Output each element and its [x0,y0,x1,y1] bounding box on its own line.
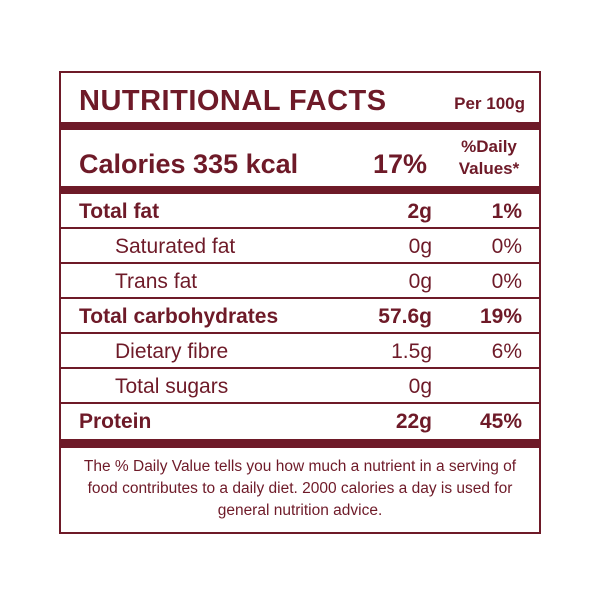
nutrient-dv: 45% [479,410,522,433]
nutrient-row: Trans fat 0g 0% [61,264,539,299]
nutrient-row: Total sugars 0g [61,369,539,404]
nutrient-rows: Total fat 2g 1% Saturated fat 0g 0% Trans fat 0… [61,194,539,437]
nutrient-amount: 1.5g [391,340,432,363]
divider [61,439,539,448]
nutrient-name: Trans fat [115,270,198,293]
nutrition-label: NUTRITIONAL FACTS Per 100g Calories 335 … [59,71,541,534]
nutrient-amount: 0g [408,270,432,293]
dv-header: %Daily Values* [458,137,520,178]
footnote: The % Daily Value tells you how much a n… [83,458,517,519]
nutrient-name: Dietary fibre [115,340,229,363]
title: NUTRITIONAL FACTS [79,85,387,117]
nutrient-name: Total sugars [115,375,229,398]
nutrient-row: Dietary fibre 1.5g 6% [61,334,539,369]
nutrient-amount: 0g [408,235,432,258]
nutrient-name: Saturated fat [115,235,236,258]
nutrient-row: Protein 22g 45% [61,404,539,437]
nutrient-amount: 2g [407,200,432,223]
nutrient-name: Protein [79,410,152,433]
calories: Calories 335 kcal [79,149,299,179]
divider [61,122,539,130]
calories-dv: 17% [372,149,427,179]
nutrient-row: Total carbohydrates 57.6g 19% [61,299,539,334]
nutrient-row: Saturated fat 0g 0% [61,229,539,264]
nutrient-row: Total fat 2g 1% [61,194,539,229]
nutrient-amount: 57.6g [378,305,432,328]
divider [61,186,539,194]
serving: Per 100g [454,94,525,113]
nutrient-name: Total carbohydrates [79,305,279,328]
nutrient-dv: 0% [491,235,522,258]
nutrient-amount: 0g [408,375,432,398]
nutrient-dv: 19% [479,305,522,328]
nutrient-name: Total fat [79,200,160,223]
nutrient-dv: 6% [491,340,522,363]
nutrient-dv: 1% [491,200,522,223]
nutrient-dv: 0% [491,270,522,293]
nutrient-amount: 22g [395,410,432,433]
